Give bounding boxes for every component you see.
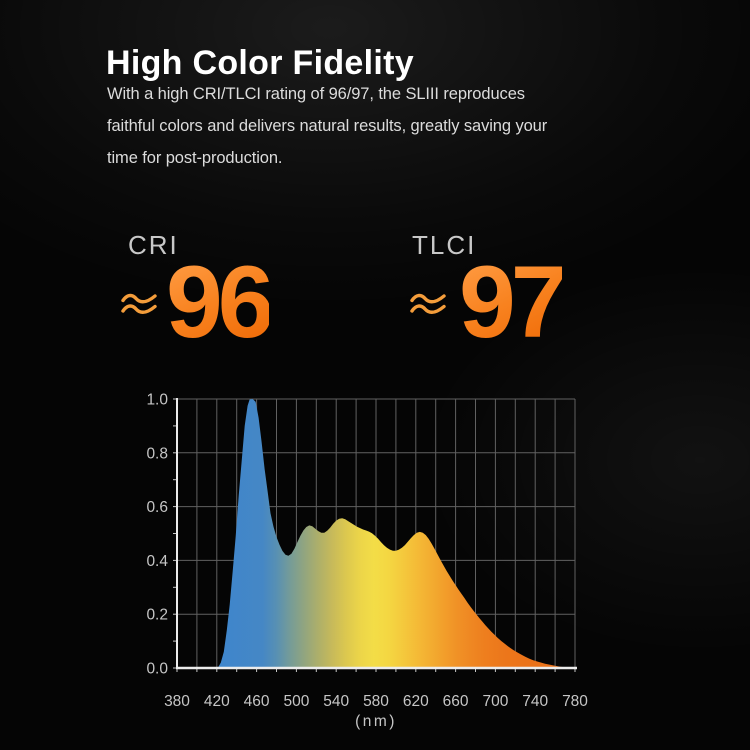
chart-x-tick-label: 740 [522, 693, 548, 710]
stat-label-cri: CRI [128, 230, 179, 260]
chart-x-tick-label: 460 [244, 693, 270, 710]
spectral-distribution-chart: 380 420 460 500 540 580 620 660 700 740 780 0.0 0.2 0… [130, 385, 620, 745]
intro-line: With a high CRI/TLCI rating of 96/97, th… [107, 85, 525, 103]
chart-x-tick-label: 420 [204, 693, 230, 710]
stat-value-tlci: 97 [459, 245, 567, 359]
chart-x-tick-label: 620 [403, 693, 429, 710]
chart-y-tick-label: 0.8 [146, 445, 168, 462]
intro-paragraph: With a high CRI/TLCI rating of 96/97, th… [107, 78, 547, 174]
chart-x-tick-label: 540 [323, 693, 349, 710]
approx-icon [410, 293, 446, 314]
chart-y-tick-label: 0.4 [146, 553, 168, 570]
chart-y-tick-label: 1.0 [146, 392, 168, 409]
spectral-chart-svg: 380 420 460 500 540 580 620 660 700 740 780 0.0 0.2 0… [146, 392, 588, 731]
chart-y-tick-label: 0.6 [146, 499, 168, 516]
intro-line: time for post-production. [107, 149, 283, 167]
chart-x-tick-label: 500 [283, 693, 309, 710]
chart-area-spectrum [217, 399, 576, 668]
chart-x-axis-unit: (nm) [355, 713, 397, 730]
chart-x-tick-label: 700 [482, 693, 508, 710]
page-title: High Color Fidelity [106, 43, 414, 82]
chart-y-tick-label: 0.0 [146, 661, 168, 678]
stat-value-cri: 96 [166, 245, 274, 359]
chart-x-tick-label: 780 [562, 693, 588, 710]
chart-x-tick-label: 380 [164, 693, 190, 710]
approx-icon [121, 293, 157, 314]
chart-y-tick-label: 0.2 [146, 607, 168, 624]
intro-line: faithful colors and delivers natural res… [107, 117, 548, 135]
stat-label-tlci: TLCI [412, 230, 477, 260]
chart-x-tick-label: 660 [443, 693, 469, 710]
chart-x-tick-label: 580 [363, 693, 389, 710]
